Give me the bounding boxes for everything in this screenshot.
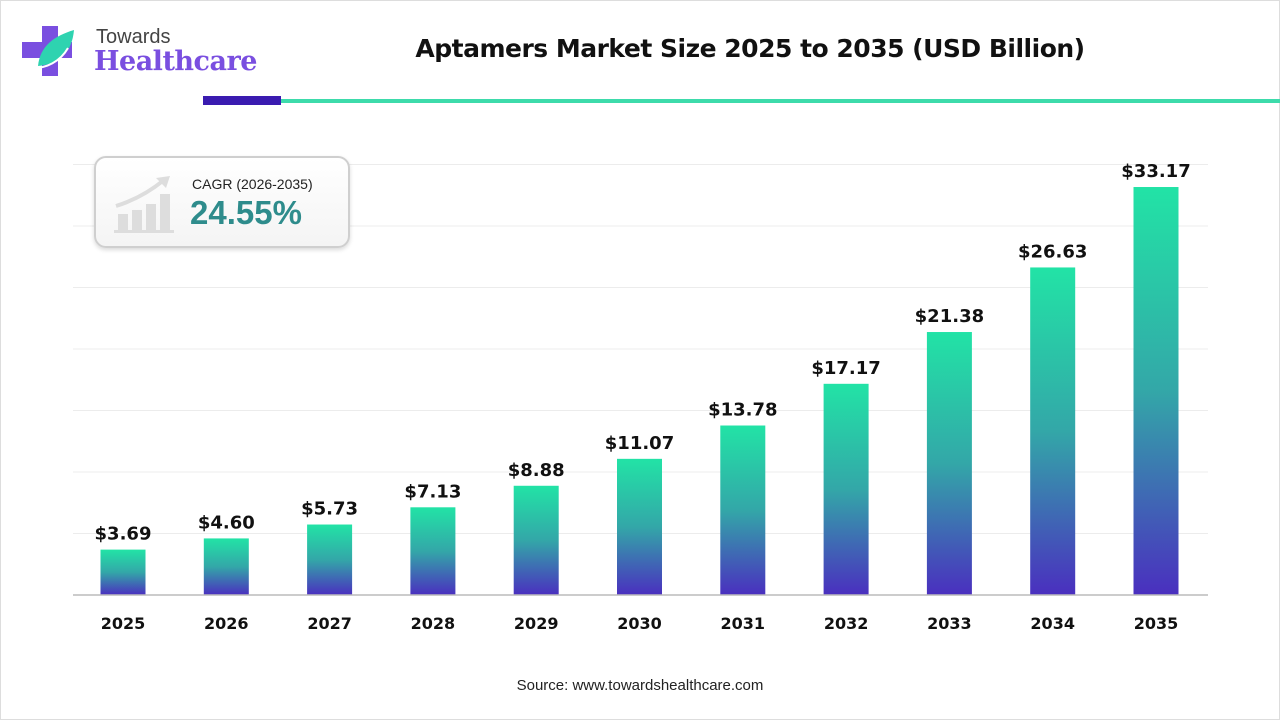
bar-2030 xyxy=(617,458,662,595)
bar-2026 xyxy=(203,538,249,595)
title-underline-dark xyxy=(203,96,281,105)
x-tick-label-2035: 2035 xyxy=(1134,614,1179,633)
data-label-2032: $17.17 xyxy=(811,358,880,379)
x-tick-label-2030: 2030 xyxy=(617,614,662,633)
cagr-label: CAGR (2026-2035) xyxy=(192,176,313,192)
title-underline-teal xyxy=(281,99,1280,103)
chart-title: Aptamers Market Size 2025 to 2035 (USD B… xyxy=(415,34,1085,63)
data-label-2030: $11.07 xyxy=(605,433,674,454)
x-tick-label-2033: 2033 xyxy=(927,614,972,633)
growth-chart-icon xyxy=(114,176,174,233)
data-label-2034: $26.63 xyxy=(1018,241,1087,262)
bar-2031 xyxy=(720,425,766,595)
bar-2025 xyxy=(100,549,146,595)
x-tick-label-2028: 2028 xyxy=(411,614,456,633)
bar-2032 xyxy=(823,383,869,595)
logo-text-towards: Towards xyxy=(96,26,171,48)
source-note: Source: www.towardshealthcare.com xyxy=(516,677,764,694)
bar-2029 xyxy=(513,485,559,595)
data-label-2027: $5.73 xyxy=(301,499,358,520)
x-tick-label-2032: 2032 xyxy=(824,614,869,633)
x-tick-label-2029: 2029 xyxy=(514,614,559,633)
data-label-2031: $13.78 xyxy=(708,400,777,421)
cagr-callout: CAGR (2026-2035) 24.55% xyxy=(94,156,350,248)
data-label-2035: $33.17 xyxy=(1121,161,1190,182)
data-label-2028: $7.13 xyxy=(404,481,461,502)
logo-text-healthcare: Healthcare xyxy=(94,46,257,77)
bar-2027 xyxy=(307,524,353,595)
x-tick-label-2034: 2034 xyxy=(1030,614,1075,633)
x-tick-label-2025: 2025 xyxy=(101,614,146,633)
data-label-2033: $21.38 xyxy=(915,306,984,327)
towards-healthcare-logo: Towards Healthcare xyxy=(20,22,257,82)
data-label-2025: $3.69 xyxy=(95,524,152,545)
x-tick-label-2031: 2031 xyxy=(721,614,766,633)
bar-2034 xyxy=(1030,267,1076,595)
x-tick-label-2027: 2027 xyxy=(307,614,352,633)
medical-cross-leaf-icon xyxy=(22,26,74,76)
data-label-2026: $4.60 xyxy=(198,512,255,533)
x-tick-label-2026: 2026 xyxy=(204,614,249,633)
bar-2033 xyxy=(926,332,972,595)
data-label-2029: $8.88 xyxy=(508,460,565,481)
bar-2028 xyxy=(410,507,456,595)
bar-2035 xyxy=(1133,187,1179,595)
cagr-value: 24.55% xyxy=(190,194,302,231)
